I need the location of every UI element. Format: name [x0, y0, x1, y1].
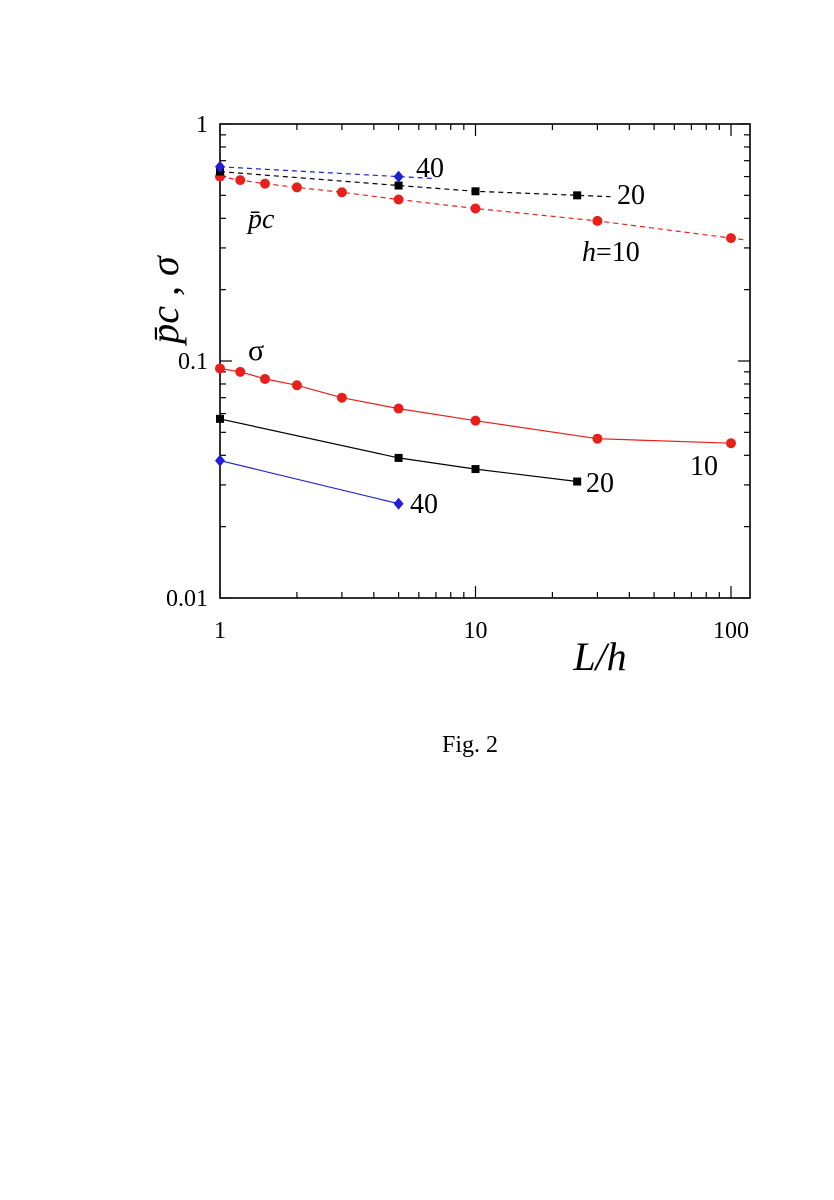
data-point-pc-h10 — [235, 175, 246, 186]
pc-h10-label-h: h — [582, 237, 596, 268]
data-point-sigma-h10 — [235, 366, 246, 377]
x-tick-label-100: 100 — [713, 618, 749, 644]
data-point-sigma-h40 — [215, 454, 225, 467]
plot-frame — [219, 123, 751, 599]
series-markers — [215, 160, 736, 510]
data-point-pc-h40 — [393, 170, 404, 183]
x-tick-label-10: 10 — [464, 618, 488, 644]
data-point-sigma-h10 — [215, 363, 225, 374]
pc-h10-label: h=10 — [582, 237, 640, 268]
data-point-sigma-h20 — [216, 414, 224, 423]
series-lines — [219, 166, 747, 505]
data-point-pc-h10 — [470, 203, 481, 214]
pc-h40-label: 40 — [416, 153, 444, 184]
sigma-h20-label: 20 — [586, 468, 614, 499]
data-point-sigma-h10 — [592, 433, 603, 444]
data-point-pc-h10 — [393, 194, 404, 205]
data-point-sigma-h10 — [336, 392, 347, 403]
y-axis-label: p̄c , σ — [142, 255, 187, 347]
series-line-pc-h40 — [219, 166, 436, 180]
data-point-sigma-h40 — [393, 497, 404, 510]
axis-ticks — [219, 123, 750, 599]
data-point-pc-h10 — [592, 215, 603, 226]
data-point-pc-h20 — [394, 181, 403, 190]
data-point-pc-h10 — [726, 233, 736, 244]
data-point-sigma-h20 — [573, 477, 582, 486]
data-point-pc-h20 — [471, 187, 480, 196]
x-axis-label: L/h — [572, 634, 626, 679]
data-point-pc-h20 — [573, 191, 582, 200]
data-point-sigma-h10 — [291, 380, 302, 391]
figure-caption: Fig. 2 — [442, 732, 498, 758]
data-point-sigma-h20 — [471, 465, 480, 474]
pc-group-label: p̄c — [246, 204, 275, 235]
sigma-h40-label: 40 — [410, 489, 438, 520]
pc-h10-label-value: =10 — [596, 237, 640, 268]
data-point-pc-h10 — [259, 178, 270, 189]
x-tick-label-1: 1 — [214, 618, 226, 644]
pc-h20-label: 20 — [617, 180, 645, 211]
series-line-sigma-h10 — [219, 367, 732, 444]
data-point-pc-h10 — [291, 182, 302, 193]
y-tick-label-0.01: 0.01 — [166, 586, 208, 612]
series-line-sigma-h20 — [219, 418, 578, 483]
y-tick-label-0.1: 0.1 — [178, 349, 208, 375]
data-point-sigma-h10 — [726, 438, 736, 449]
data-point-sigma-h10 — [470, 415, 481, 426]
sigma-group-label: σ — [248, 334, 264, 367]
sigma-h10-label: 10 — [690, 451, 718, 482]
data-point-sigma-h10 — [259, 373, 270, 384]
data-point-sigma-h20 — [394, 453, 403, 462]
data-point-sigma-h10 — [393, 403, 404, 414]
plot-area — [215, 123, 751, 599]
data-point-pc-h40 — [215, 160, 225, 173]
data-point-pc-h10 — [336, 187, 347, 198]
series-line-sigma-h40 — [219, 460, 399, 505]
y-tick-label-1: 1 — [196, 112, 208, 138]
